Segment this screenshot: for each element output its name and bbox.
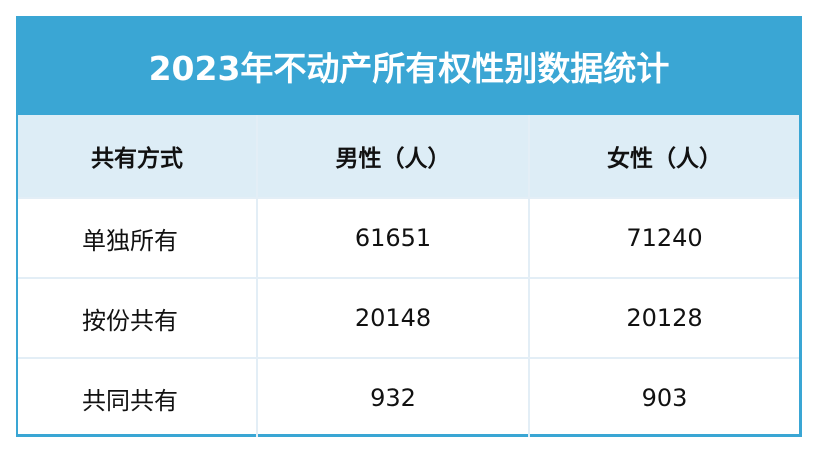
male-value: 20148 — [256, 277, 530, 359]
table-row: 共同共有 932 903 — [18, 357, 799, 437]
column-header-female: 女性（人） — [528, 115, 799, 199]
table-row: 按份共有 20148 20128 — [18, 277, 799, 359]
table-row: 单独所有 61651 71240 — [18, 197, 799, 279]
row-label: 共同共有 — [18, 357, 258, 437]
female-value: 71240 — [528, 197, 799, 279]
row-label: 单独所有 — [18, 197, 258, 279]
row-label: 按份共有 — [18, 277, 258, 359]
statistics-table: 共有方式 男性（人） 女性（人） 单独所有 61651 71240 按份共有 2… — [18, 115, 799, 437]
statistics-table-container: 2023年不动产所有权性别数据统计 共有方式 男性（人） 女性（人） 单独所有 … — [16, 16, 802, 437]
column-header-ownership-type: 共有方式 — [18, 115, 258, 199]
column-header-male: 男性（人） — [256, 115, 530, 199]
female-value: 903 — [528, 357, 799, 437]
female-value: 20128 — [528, 277, 799, 359]
table-title: 2023年不动产所有权性别数据统计 — [16, 16, 802, 115]
header-row: 共有方式 男性（人） 女性（人） — [18, 115, 799, 199]
male-value: 932 — [256, 357, 530, 437]
male-value: 61651 — [256, 197, 530, 279]
